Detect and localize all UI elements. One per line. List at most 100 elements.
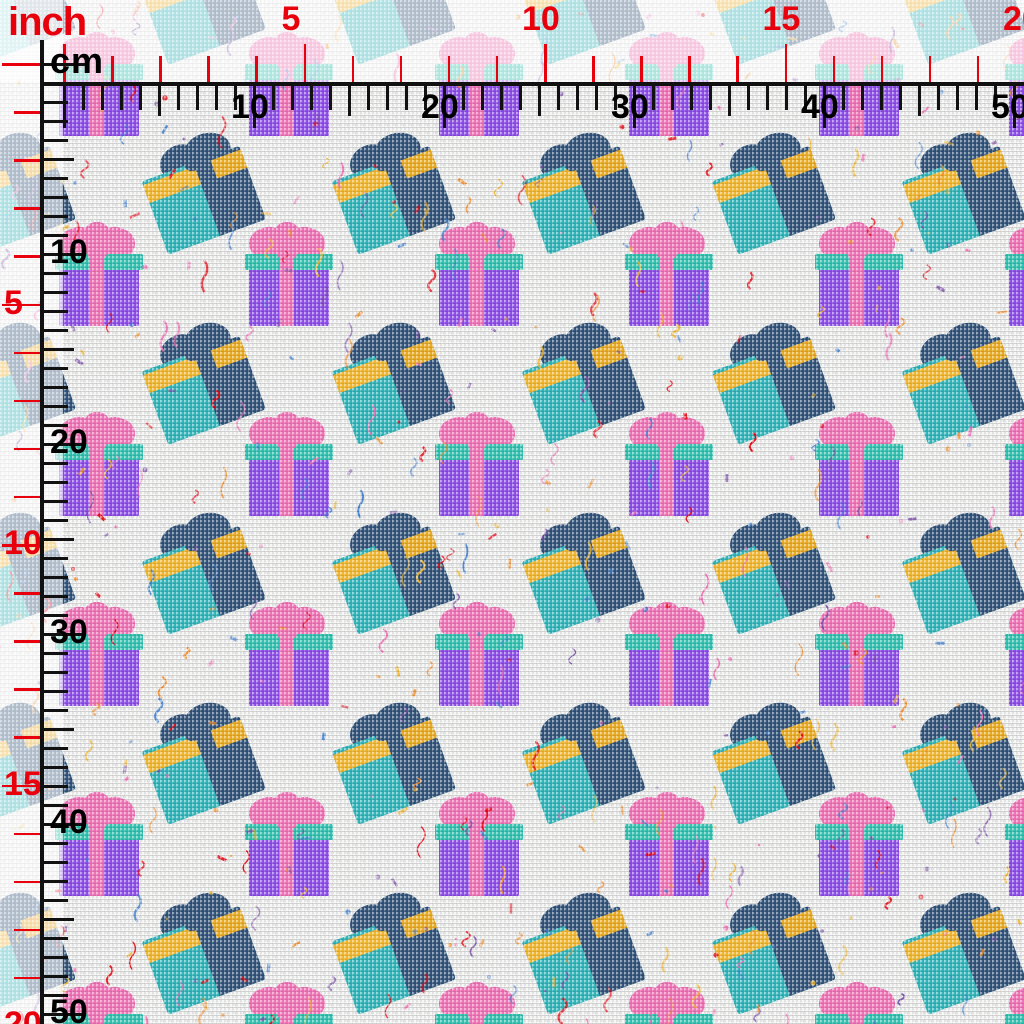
top-cm-tick [120, 86, 123, 110]
left-cm-tick [44, 234, 68, 237]
cm-unit-label: cm [50, 40, 105, 81]
motif-purple-gift [53, 602, 145, 706]
left-cm-tick [44, 367, 68, 370]
left-cm-tick [44, 842, 68, 845]
top-inch-tick [495, 56, 499, 82]
motif-purple-gift [243, 602, 335, 706]
motif-purple-gift [623, 792, 715, 896]
top-cm-label: 10 [231, 88, 269, 126]
left-cm-tick [44, 690, 68, 693]
top-cm-tick [956, 86, 959, 110]
top-cm-tick [538, 86, 541, 116]
top-inch-tick [447, 56, 451, 82]
motif-purple-gift [243, 982, 335, 1024]
left-cm-tick [44, 538, 74, 541]
top-cm-tick [82, 86, 85, 110]
left-cm-tick [44, 918, 74, 921]
top-cm-tick [861, 86, 864, 110]
top-cm-tick [747, 86, 750, 110]
left-inch-label: 5 [4, 283, 23, 322]
left-cm-label: 50 [50, 993, 88, 1024]
top-cm-tick [975, 86, 978, 110]
top-cm-tick [291, 86, 294, 110]
top-cm-tick [576, 86, 579, 110]
motif-purple-gift [53, 412, 145, 516]
top-cm-tick [63, 86, 66, 128]
left-cm-tick [44, 880, 68, 883]
motif-purple-gift [433, 602, 525, 706]
top-inch-tick [351, 56, 355, 82]
top-inch-tick [832, 56, 836, 82]
left-inch-tick [14, 495, 40, 499]
top-inch-tick [207, 56, 210, 82]
left-cm-tick [44, 443, 86, 446]
top-cm-tick [595, 86, 598, 110]
top-inch-label: 15 [762, 0, 801, 38]
top-cm-tick [272, 86, 275, 110]
top-ruler-axis [40, 82, 1024, 86]
top-inch-tick [784, 44, 787, 82]
left-cm-tick [44, 272, 68, 275]
top-cm-tick [785, 86, 788, 110]
top-cm-tick [899, 86, 902, 110]
top-cm-tick [367, 86, 370, 110]
motif-purple-gift [813, 982, 905, 1024]
left-inch-tick [14, 928, 40, 932]
left-cm-tick [44, 139, 68, 142]
top-inch-tick [880, 56, 884, 82]
top-cm-tick [424, 86, 427, 110]
top-inch-tick [976, 56, 980, 82]
left-inch-tick [14, 592, 40, 595]
motif-purple-gift [433, 982, 525, 1024]
left-cm-tick [44, 82, 68, 85]
top-inch-tick [303, 44, 306, 82]
motif-purple-gift [433, 792, 525, 896]
left-inch-tick [2, 784, 40, 787]
left-cm-tick [44, 785, 68, 788]
left-cm-tick [44, 63, 86, 66]
left-cm-tick [44, 747, 68, 750]
top-cm-tick [329, 86, 332, 110]
left-inch-tick [14, 351, 40, 355]
top-cm-tick [671, 86, 674, 110]
top-cm-tick [386, 86, 389, 110]
left-cm-tick [44, 671, 68, 674]
left-inch-tick [14, 447, 40, 451]
left-inch-tick [14, 207, 40, 210]
left-cm-tick [44, 424, 68, 427]
left-inch-tick [14, 159, 40, 162]
top-cm-tick [177, 86, 180, 110]
left-cm-tick [44, 975, 68, 978]
top-cm-tick [880, 86, 883, 110]
motif-purple-gift [53, 982, 145, 1024]
top-cm-tick [462, 86, 465, 110]
top-cm-tick [709, 86, 712, 110]
motif-purple-gift [813, 222, 905, 326]
left-inch-tick [14, 736, 40, 739]
top-cm-tick [158, 86, 161, 116]
left-cm-tick [44, 196, 68, 199]
left-cm-tick [44, 519, 68, 522]
left-inch-label: 10 [4, 524, 42, 562]
top-cm-tick [842, 86, 845, 110]
top-cm-tick [918, 86, 921, 116]
motif-purple-gift [623, 602, 715, 706]
top-inch-tick [592, 56, 595, 82]
top-inch-tick [688, 56, 691, 82]
left-cm-tick [44, 595, 68, 598]
left-cm-tick [44, 861, 68, 864]
top-cm-label: 40 [801, 88, 839, 126]
motif-purple-gift [53, 222, 145, 326]
left-inch-label: 20 [4, 1005, 42, 1024]
left-inch-tick [2, 63, 40, 66]
left-cm-tick [44, 386, 68, 389]
top-inch-tick [399, 56, 403, 82]
top-cm-tick [519, 86, 522, 110]
left-inch-tick [14, 880, 40, 884]
top-cm-tick [614, 86, 617, 110]
top-cm-tick [804, 86, 807, 110]
motif-purple-gift [623, 982, 715, 1024]
top-inch-tick [255, 56, 258, 82]
motif-purple-gift [813, 412, 905, 516]
top-cm-tick [652, 86, 655, 110]
